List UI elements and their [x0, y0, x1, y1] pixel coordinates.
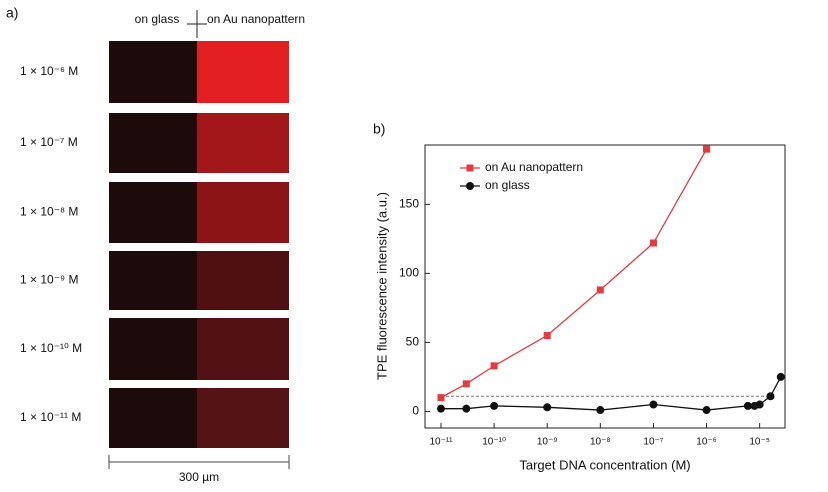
x-tick-label: 10⁻¹⁰	[482, 437, 506, 448]
glass-image	[109, 182, 197, 243]
legend-label: on glass	[485, 178, 530, 192]
row-label: 1 × 10⁻⁸ M	[20, 205, 78, 219]
x-tick-label: 10⁻⁸	[590, 437, 611, 448]
marker	[649, 239, 657, 247]
y-tick-label: 100	[399, 266, 419, 280]
marker	[766, 392, 775, 401]
marker	[755, 400, 764, 409]
series-line	[440, 148, 708, 399]
row-label: 1 × 10⁻¹¹ M	[20, 410, 81, 424]
row-label: 1 × 10⁻¹⁰ M	[20, 341, 82, 355]
x-tick-label: 10⁻⁹	[537, 437, 558, 448]
x-tick-label: 10⁻⁶	[696, 437, 717, 448]
scale-bar-label: 300 µm	[179, 470, 219, 484]
x-axis-title: Target DNA concentration (M)	[519, 457, 690, 472]
marker	[490, 401, 499, 410]
glass-image	[109, 388, 197, 448]
nanopattern-image	[197, 113, 289, 173]
marker	[743, 401, 752, 410]
marker	[776, 372, 785, 381]
marker	[436, 404, 445, 413]
marker	[702, 406, 711, 415]
legend-label: on Au nanopattern	[485, 160, 583, 174]
y-tick-label: 0	[412, 404, 419, 418]
x-tick-label: 10⁻⁵	[749, 437, 770, 448]
row-label: 1 × 10⁻⁷ M	[20, 135, 78, 149]
glass-image	[109, 41, 197, 103]
marker	[462, 380, 470, 388]
marker	[462, 404, 471, 413]
plot-frame	[424, 144, 786, 429]
marker	[543, 332, 551, 340]
x-tick-label: 10⁻¹¹	[429, 437, 453, 448]
x-tick-label: 10⁻⁷	[643, 437, 663, 448]
panel-label: b)	[373, 121, 385, 137]
marker	[596, 406, 605, 415]
nanopattern-image	[197, 41, 289, 103]
legend-marker	[466, 182, 474, 190]
marker	[596, 286, 604, 294]
nanopattern-image	[197, 182, 289, 243]
panel-label: a)	[6, 5, 18, 21]
glass-image	[109, 318, 197, 380]
marker	[543, 403, 552, 412]
y-tick-label: 150	[399, 197, 419, 211]
row-label: 1 × 10⁻⁶ M	[20, 64, 78, 78]
column-label: on Au nanopattern	[207, 12, 305, 26]
nanopattern-image	[197, 318, 289, 380]
y-tick-label: 50	[406, 335, 420, 349]
marker	[649, 400, 658, 409]
legend-marker	[466, 164, 474, 172]
glass-image	[109, 251, 197, 310]
y-axis-title: TPE fluorescence intensity (a.u.)	[374, 192, 389, 380]
nanopattern-image	[197, 388, 289, 448]
marker	[703, 145, 711, 153]
column-label: on glass	[135, 12, 180, 26]
glass-image	[109, 113, 197, 173]
marker	[437, 394, 445, 402]
row-label: 1 × 10⁻⁹ M	[20, 273, 79, 287]
nanopattern-image	[197, 251, 289, 310]
marker	[490, 362, 498, 370]
